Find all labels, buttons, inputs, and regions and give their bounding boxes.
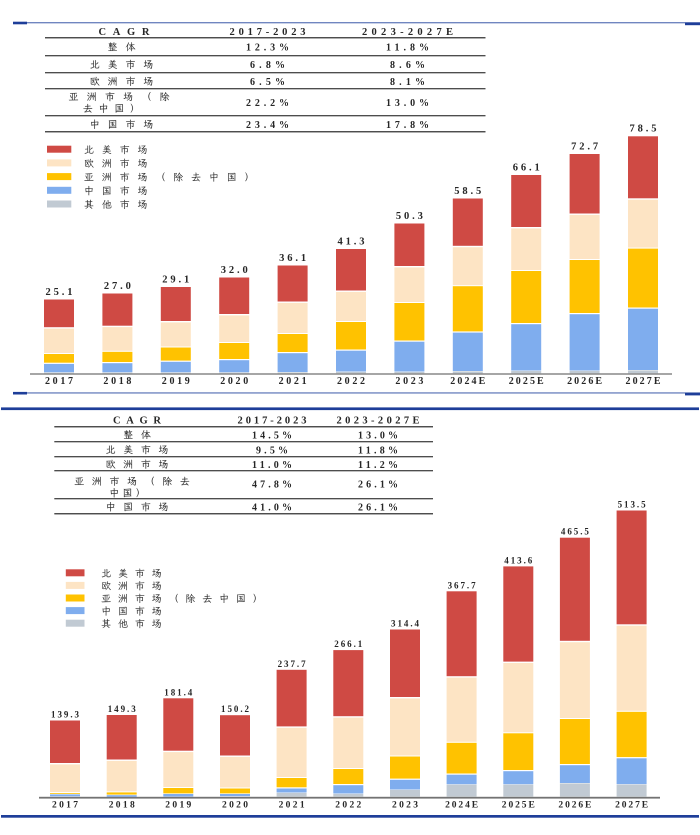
svg-text:6.5%: 6.5%	[250, 77, 285, 88]
svg-text:6.8%: 6.8%	[250, 60, 285, 71]
svg-text:314.4: 314.4	[391, 619, 420, 629]
svg-text:465.5: 465.5	[561, 527, 590, 537]
svg-text:413.6: 413.6	[504, 555, 533, 565]
svg-text:139.3: 139.3	[51, 710, 80, 720]
svg-text:2023-2027E: 2023-2027E	[362, 27, 453, 38]
svg-text:2027E: 2027E	[626, 376, 661, 387]
svg-text:2026E: 2026E	[567, 376, 602, 387]
svg-text:2026E: 2026E	[558, 800, 591, 810]
svg-text:367.7: 367.7	[448, 580, 477, 590]
svg-text:2025E: 2025E	[509, 376, 544, 387]
svg-text:2024E: 2024E	[445, 800, 478, 810]
svg-text:8.1%: 8.1%	[390, 77, 425, 88]
svg-text:150.2: 150.2	[221, 704, 250, 714]
svg-text:2023-2027E: 2023-2027E	[337, 416, 420, 427]
svg-text:2024E: 2024E	[450, 376, 485, 387]
svg-text:266.1: 266.1	[334, 639, 363, 649]
svg-text:2017-2023: 2017-2023	[230, 27, 306, 38]
svg-text:149.3: 149.3	[108, 704, 137, 714]
svg-text:237.7: 237.7	[278, 659, 307, 669]
svg-text:2025E: 2025E	[502, 800, 535, 810]
svg-text:2027E: 2027E	[615, 800, 648, 810]
svg-text:2017-2023: 2017-2023	[238, 416, 307, 427]
svg-text:9.5%: 9.5%	[256, 445, 288, 456]
svg-text:181.4: 181.4	[164, 687, 193, 697]
svg-text:8.6%: 8.6%	[390, 60, 425, 71]
svg-text:513.5: 513.5	[618, 500, 647, 510]
